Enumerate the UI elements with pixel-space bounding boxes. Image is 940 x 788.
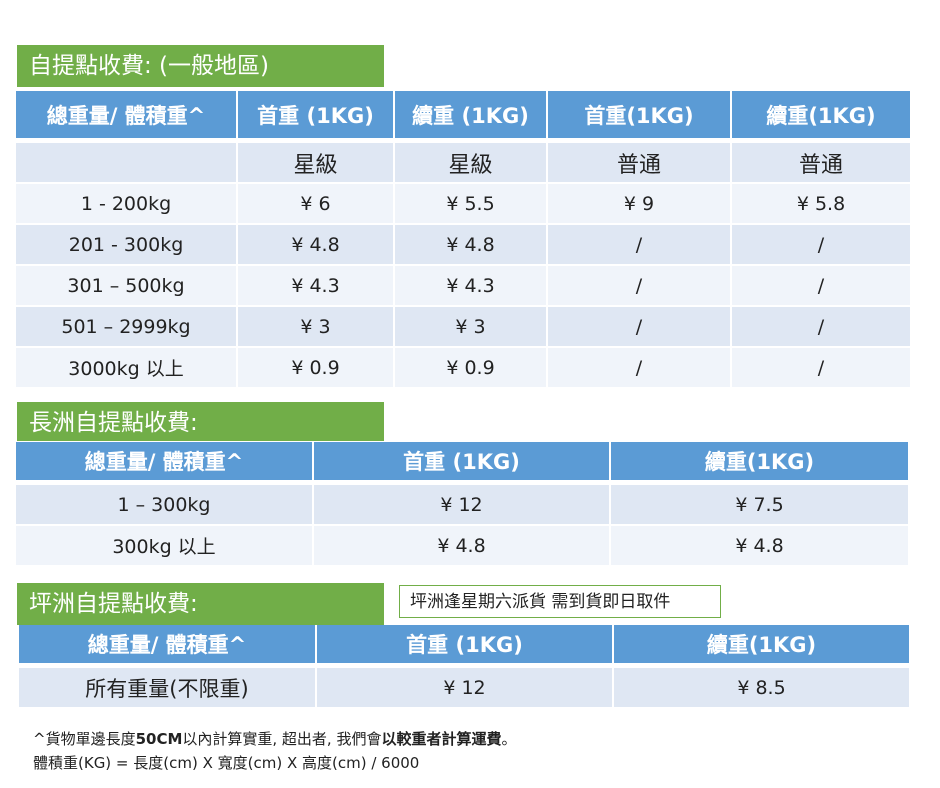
- section2-title: 長洲自提點收費:: [17, 402, 384, 441]
- footnote-line-1: ^貨物單邊長度50CM以內計算實重, 超出者, 我們會以較重者計算運費。: [33, 728, 517, 749]
- table-row: 3000kg 以上 ¥ 0.9 ¥ 0.9 / /: [16, 348, 910, 387]
- footnote-text: 。: [501, 730, 517, 748]
- footnote-line-2: 體積重(KG) = 長度(cm) X 寬度(cm) X 高度(cm) / 600…: [33, 754, 420, 772]
- table-header-row: 總重量/ 體積重^ 首重 (1KG) 續重 (1KG) 首重(1KG) 續重(1…: [16, 91, 910, 141]
- weight-range: 所有重量(不限重): [19, 668, 315, 707]
- price-cell: ¥ 4.8: [314, 526, 609, 565]
- price-cell: /: [548, 225, 730, 264]
- header-first-kg: 首重 (1KG): [238, 91, 393, 141]
- price-cell: /: [548, 348, 730, 387]
- price-cell: /: [732, 307, 910, 346]
- header-weight: 總重量/ 體積重^: [16, 442, 312, 483]
- section1-table: 總重量/ 體積重^ 首重 (1KG) 續重 (1KG) 首重(1KG) 續重(1…: [14, 89, 912, 389]
- price-cell: ¥ 9: [548, 184, 730, 223]
- price-cell: ¥ 0.9: [238, 348, 393, 387]
- table-cell: [16, 143, 236, 182]
- section3-title: 坪洲自提點收費:: [17, 583, 384, 625]
- table-row: 1 – 300kg ¥ 12 ¥ 7.5: [16, 485, 908, 524]
- table-row: 201 - 300kg ¥ 4.8 ¥ 4.8 / /: [16, 225, 910, 264]
- header-weight: 總重量/ 體積重^: [16, 91, 236, 141]
- weight-range: 501 – 2999kg: [16, 307, 236, 346]
- header-first-kg: 首重(1KG): [548, 91, 730, 141]
- price-cell: ¥ 4.8: [395, 225, 546, 264]
- weight-range: 1 - 200kg: [16, 184, 236, 223]
- price-cell: ¥ 4.8: [238, 225, 393, 264]
- table-row: 301 – 500kg ¥ 4.3 ¥ 4.3 / /: [16, 266, 910, 305]
- price-cell: ¥ 8.5: [614, 668, 909, 707]
- table-header-row: 總重量/ 體積重^ 首重 (1KG) 續重(1KG): [16, 442, 908, 483]
- table-subheader-row: 星級 星級 普通 普通: [16, 143, 910, 182]
- price-cell: ¥ 7.5: [611, 485, 908, 524]
- footnote-emphasis: 50CM: [135, 730, 183, 748]
- pickup-note: 坪洲逢星期六派貨 需到貨即日取件: [399, 585, 721, 618]
- price-cell: /: [548, 266, 730, 305]
- section1-title: 自提點收費: (一般地區): [17, 45, 384, 87]
- service-level-label: 普通: [548, 143, 730, 182]
- header-extra-kg: 續重(1KG): [732, 91, 910, 141]
- table-row: 1 - 200kg ¥ 6 ¥ 5.5 ¥ 9 ¥ 5.8: [16, 184, 910, 223]
- footnote-emphasis: 以較重者計算運費: [381, 730, 502, 748]
- price-cell: ¥ 12: [317, 668, 612, 707]
- price-cell: ¥ 0.9: [395, 348, 546, 387]
- price-cell: ¥ 6: [238, 184, 393, 223]
- table-row: 501 – 2999kg ¥ 3 ¥ 3 / /: [16, 307, 910, 346]
- price-cell: /: [732, 348, 910, 387]
- table-row: 300kg 以上 ¥ 4.8 ¥ 4.8: [16, 526, 908, 565]
- header-first-kg: 首重 (1KG): [314, 442, 609, 483]
- header-extra-kg: 續重(1KG): [614, 625, 909, 666]
- weight-range: 300kg 以上: [16, 526, 312, 565]
- weight-range: 1 – 300kg: [16, 485, 312, 524]
- price-cell: ¥ 3: [238, 307, 393, 346]
- table-header-row: 總重量/ 體積重^ 首重 (1KG) 續重(1KG): [19, 625, 909, 666]
- price-cell: ¥ 5.8: [732, 184, 910, 223]
- header-extra-kg: 續重 (1KG): [395, 91, 546, 141]
- header-extra-kg: 續重(1KG): [611, 442, 908, 483]
- section2-table: 總重量/ 體積重^ 首重 (1KG) 續重(1KG) 1 – 300kg ¥ 1…: [14, 440, 910, 567]
- price-cell: /: [732, 225, 910, 264]
- weight-range: 201 - 300kg: [16, 225, 236, 264]
- header-first-kg: 首重 (1KG): [317, 625, 612, 666]
- price-cell: ¥ 5.5: [395, 184, 546, 223]
- price-cell: ¥ 3: [395, 307, 546, 346]
- service-level-label: 普通: [732, 143, 910, 182]
- service-level-label: 星級: [238, 143, 393, 182]
- footnote-text: ^貨物單邊長度: [33, 730, 136, 748]
- section3-table: 總重量/ 體積重^ 首重 (1KG) 續重(1KG) 所有重量(不限重) ¥ 1…: [17, 623, 911, 709]
- price-cell: ¥ 4.8: [611, 526, 908, 565]
- price-cell: ¥ 4.3: [395, 266, 546, 305]
- footnote-text: 以內計算實重, 超出者, 我們會: [182, 730, 382, 748]
- price-cell: ¥ 4.3: [238, 266, 393, 305]
- header-weight: 總重量/ 體積重^: [19, 625, 315, 666]
- price-cell: /: [548, 307, 730, 346]
- table-row: 所有重量(不限重) ¥ 12 ¥ 8.5: [19, 668, 909, 707]
- weight-range: 3000kg 以上: [16, 348, 236, 387]
- weight-range: 301 – 500kg: [16, 266, 236, 305]
- price-cell: /: [732, 266, 910, 305]
- service-level-label: 星級: [395, 143, 546, 182]
- price-cell: ¥ 12: [314, 485, 609, 524]
